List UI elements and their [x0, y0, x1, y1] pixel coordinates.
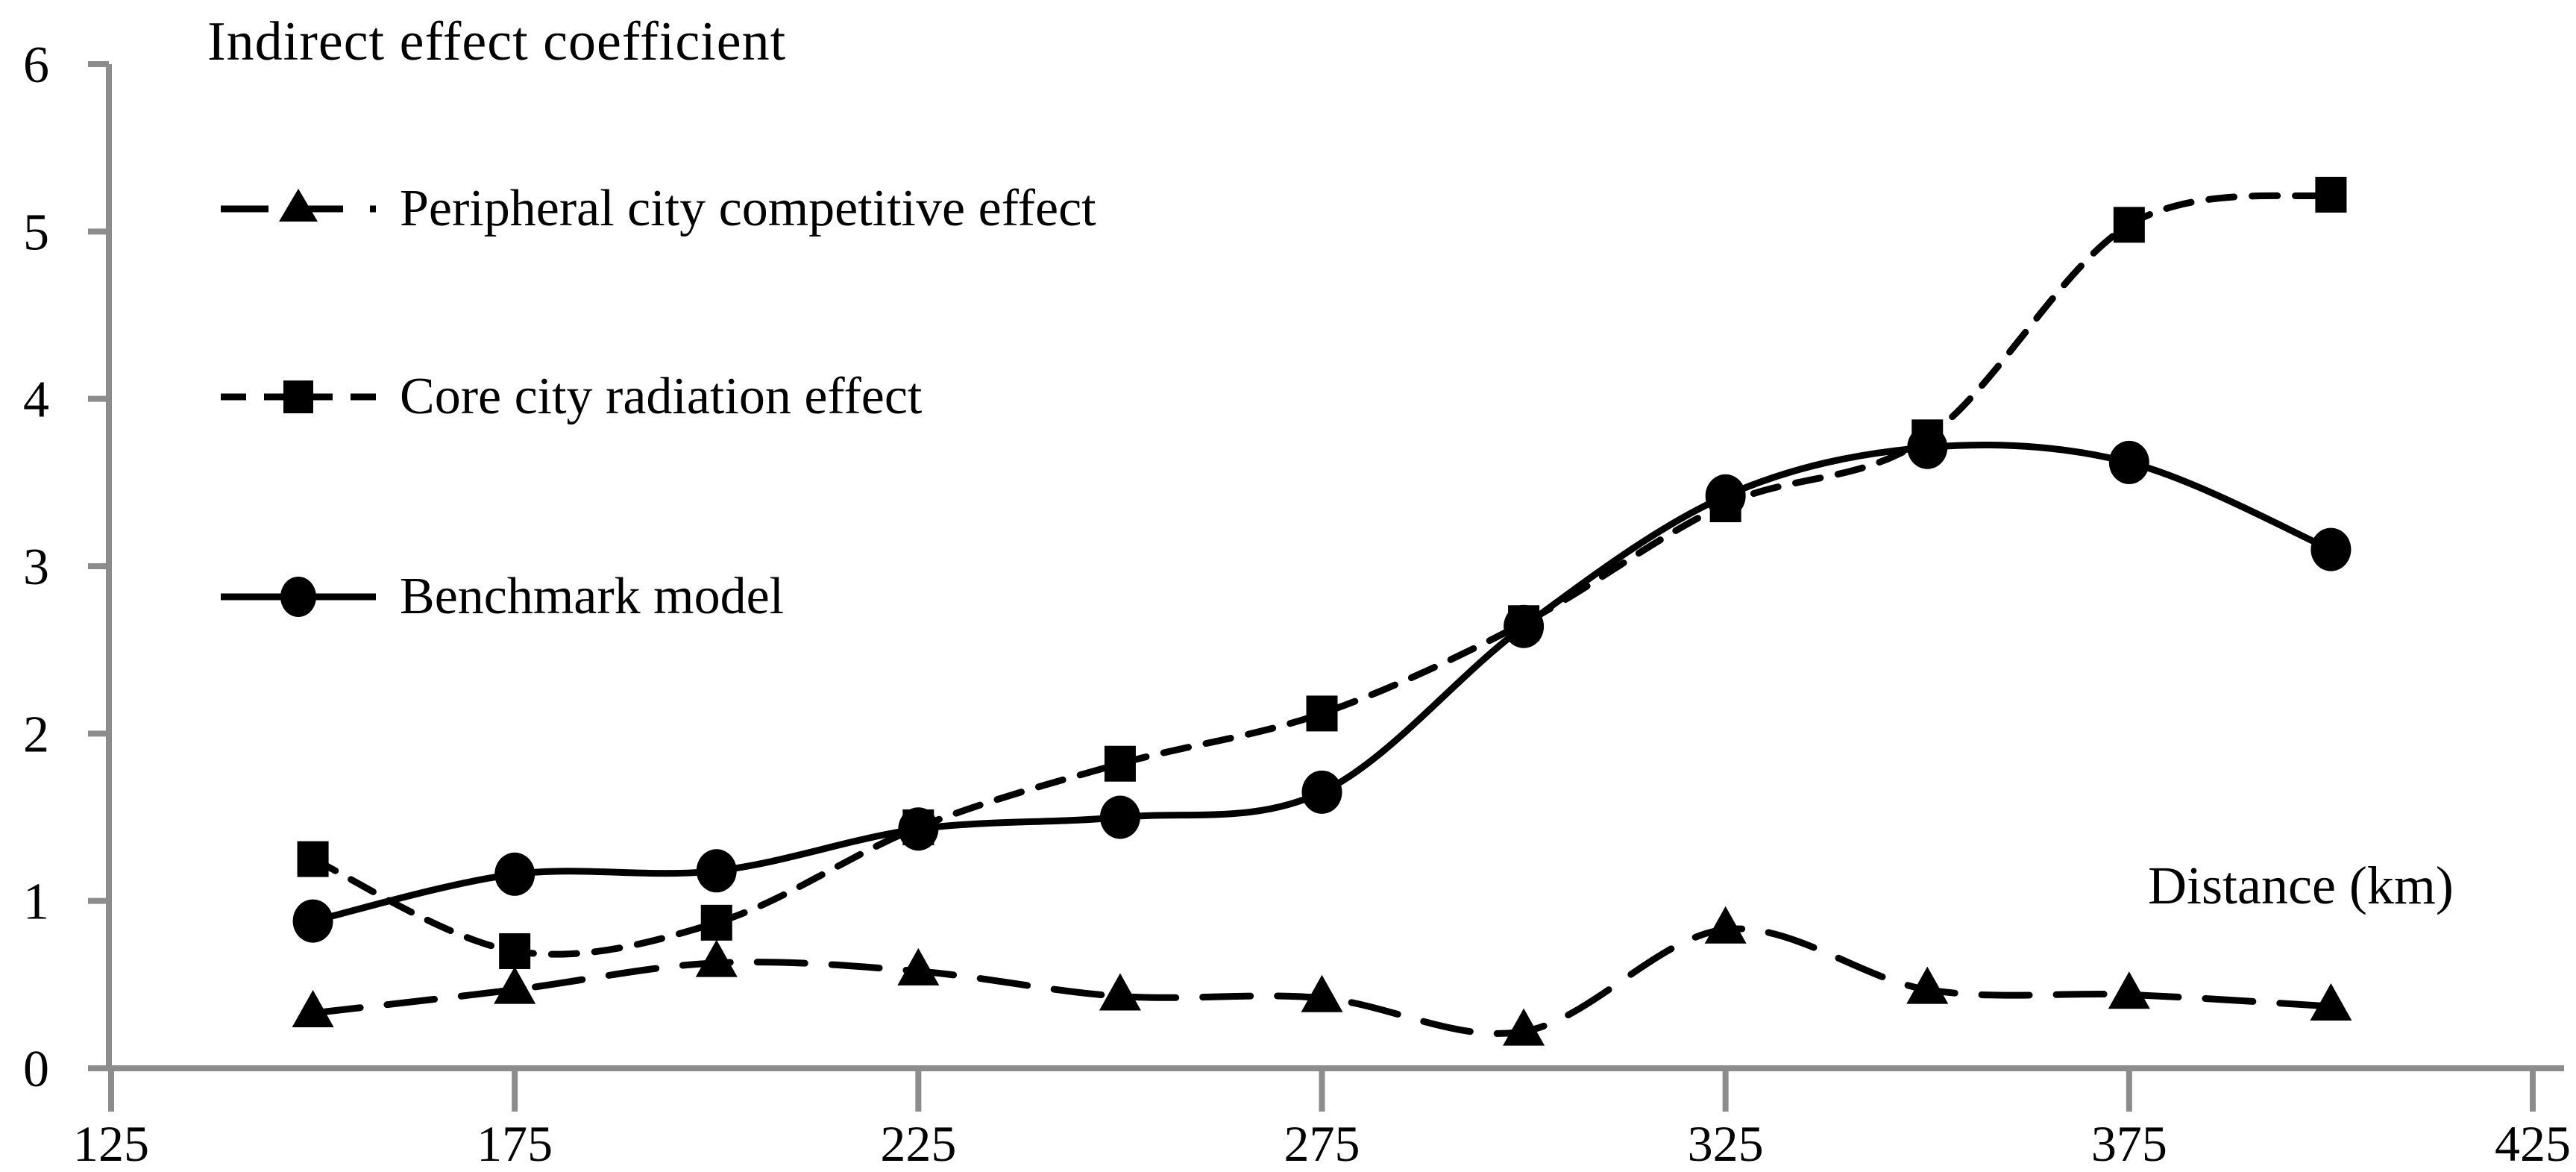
series-2-marker-circle	[2108, 440, 2149, 484]
x-tick-label: 125	[73, 1115, 149, 1172]
x-tick-label: 375	[2091, 1115, 2167, 1172]
series-0-marker-triangle	[1301, 974, 1343, 1012]
series-2-marker-circle	[2310, 527, 2352, 571]
x-tick-label: 275	[1284, 1115, 1360, 1172]
series-2-marker-circle	[1907, 425, 1948, 469]
x-tick-label: 325	[1688, 1115, 1764, 1172]
series-line-1	[310, 191, 2334, 958]
series-1-marker-square	[700, 904, 732, 941]
series-0-marker-triangle	[494, 966, 536, 1004]
y-tick-label: 2	[23, 706, 49, 763]
series-2-marker-circle	[494, 852, 535, 896]
series-0-marker-triangle	[1503, 1008, 1545, 1046]
y-tick-label: 4	[23, 372, 49, 429]
y-tick-label: 6	[23, 37, 49, 94]
x-tick-label: 175	[477, 1115, 553, 1172]
x-tick-label: 225	[880, 1115, 956, 1172]
series-0-marker-triangle	[1099, 973, 1141, 1011]
chart-title: Indirect effect coefficient	[207, 11, 787, 72]
y-tick-label: 0	[23, 1041, 49, 1098]
series-1-marker-square	[499, 933, 531, 969]
series-2-marker-circle	[898, 807, 939, 851]
series-2-marker-circle	[1301, 770, 1342, 814]
series-1-marker-square	[2315, 176, 2347, 213]
series-2-marker-circle	[1504, 604, 1545, 648]
series-2-marker-circle	[292, 899, 333, 943]
series-0-marker-triangle	[2310, 983, 2352, 1021]
series-line-2	[310, 441, 2334, 925]
series-2-marker-circle	[1099, 795, 1140, 839]
y-tick-label: 5	[23, 204, 49, 261]
series-2-marker-circle	[696, 849, 737, 893]
y-tick-label: 3	[23, 539, 49, 596]
series-0-marker-triangle	[695, 939, 738, 977]
y-tick-label: 1	[23, 874, 49, 931]
series-1-marker-square	[1104, 745, 1136, 782]
series-2-marker-circle	[1705, 474, 1746, 518]
series-1-marker-square	[1306, 695, 1338, 732]
series-0-marker-triangle	[897, 947, 940, 985]
x-tick-label: 425	[2495, 1115, 2571, 1172]
series-0-marker-triangle	[292, 989, 334, 1027]
series-0-marker-triangle	[1906, 966, 1949, 1004]
series-1-marker-square	[297, 841, 329, 877]
x-axis-title: Distance (km)	[2148, 856, 2454, 915]
series-1-marker-square	[2113, 207, 2145, 243]
series-0-marker-triangle	[1704, 906, 1747, 944]
series-0-marker-triangle	[2108, 971, 2150, 1009]
